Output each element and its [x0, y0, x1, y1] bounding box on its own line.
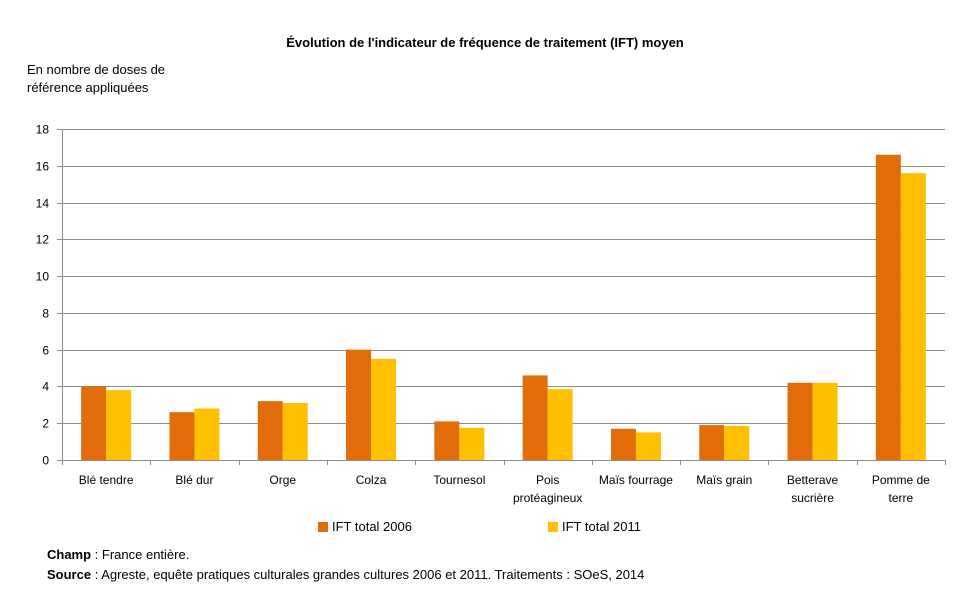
y-axis-unit-line-1: En nombre de doses de — [27, 62, 166, 77]
bar-2006 — [346, 349, 372, 460]
bar-2011 — [371, 358, 397, 460]
y-axis-unit-line-2: référence appliquées — [27, 80, 149, 95]
bar-2011 — [459, 427, 485, 460]
bar-2011 — [900, 173, 926, 460]
chart-title: Évolution de l'indicateur de fréquence d… — [286, 35, 684, 50]
x-category-label: Maïs grain — [696, 473, 752, 487]
y-tick-label: 0 — [42, 454, 49, 468]
x-category-label: Blé dur — [175, 473, 213, 487]
legend: IFT total 2006 IFT total 2011 — [0, 519, 970, 537]
source-note: Source : Agreste, equête pratiques cultu… — [47, 565, 644, 585]
bar-2011 — [635, 432, 661, 460]
bar-2006 — [787, 382, 813, 460]
x-category-label: Pomme de — [872, 473, 930, 487]
x-category-label: Orge — [269, 473, 296, 487]
bar-2006 — [434, 421, 460, 460]
source-text: : Agreste, equête pratiques culturales g… — [91, 567, 645, 582]
y-tick-label: 16 — [36, 160, 50, 174]
x-category-label: sucrière — [791, 491, 834, 505]
x-category-label: terre — [889, 491, 914, 505]
x-category-label: Maïs fourrage — [599, 473, 673, 487]
x-category-label: Pois — [536, 473, 559, 487]
x-category-label: protéagineux — [513, 491, 582, 505]
y-tick-label: 10 — [36, 270, 50, 284]
chart-notes: Champ : France entière. Source : Agreste… — [47, 545, 644, 585]
y-tick-label: 18 — [36, 123, 50, 137]
y-tick-label: 12 — [36, 233, 50, 247]
bar-2006 — [169, 412, 195, 460]
legend-label-2006: IFT total 2006 — [332, 519, 412, 534]
bar-2011 — [282, 402, 308, 460]
y-tick-label: 4 — [42, 380, 49, 394]
bar-2006 — [81, 386, 107, 460]
bar-2006 — [522, 375, 548, 460]
x-category-label: Betterave — [787, 473, 839, 487]
champ-text: : France entière. — [91, 547, 190, 562]
champ-label: Champ — [47, 547, 92, 562]
bar-2011 — [812, 382, 838, 460]
x-category-label: Colza — [356, 473, 387, 487]
bar-2006 — [875, 154, 901, 460]
bar-2006 — [257, 401, 283, 460]
champ-note: Champ : France entière. — [47, 545, 644, 565]
legend-swatch-2011 — [548, 521, 558, 532]
x-category-label: Tournesol — [433, 473, 485, 487]
bar-2011 — [724, 425, 750, 460]
x-category-label: Blé tendre — [79, 473, 134, 487]
bar-2011 — [547, 389, 573, 460]
legend-item-2006: IFT total 2006 — [318, 519, 412, 534]
y-tick-label: 6 — [42, 344, 49, 358]
bar-2006 — [699, 425, 725, 460]
legend-label-2011: IFT total 2011 — [562, 519, 642, 534]
bar-2011 — [194, 408, 220, 460]
y-tick-label: 8 — [42, 307, 49, 321]
legend-item-2011: IFT total 2011 — [548, 519, 641, 534]
legend-swatch-2006 — [318, 521, 328, 532]
y-axis-unit-label: En nombre de doses de référence appliqué… — [27, 61, 165, 97]
bar-2006 — [610, 428, 636, 460]
bar-2011 — [106, 390, 132, 460]
y-tick-label: 14 — [36, 197, 50, 211]
source-label: Source — [47, 567, 92, 582]
y-tick-label: 2 — [42, 417, 49, 431]
